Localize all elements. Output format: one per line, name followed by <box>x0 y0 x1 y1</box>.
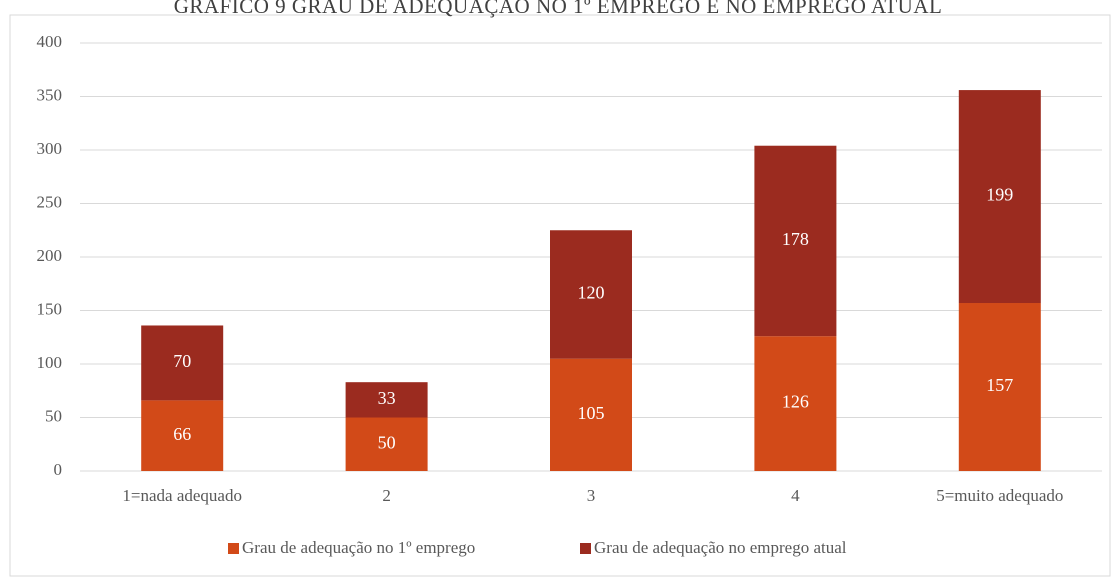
bar-segment <box>345 382 428 418</box>
chart-border <box>9 14 1111 577</box>
value-label: 66 <box>173 424 191 444</box>
legend-label: Grau de adequação no 1º emprego <box>242 538 475 557</box>
value-label: 105 <box>578 403 605 423</box>
bar-segment <box>550 230 632 359</box>
y-tick-label: 150 <box>37 299 63 318</box>
bar-segment <box>141 400 224 471</box>
value-label: 178 <box>782 229 809 249</box>
value-label: 50 <box>378 432 396 452</box>
x-tick-label: 4 <box>791 486 800 505</box>
value-label: 33 <box>378 388 396 408</box>
legend-swatch <box>580 543 591 554</box>
bar-segment <box>958 303 1041 471</box>
x-tick-label: 1=nada adequado <box>122 486 242 505</box>
x-tick-label: 2 <box>382 486 391 505</box>
value-label: 126 <box>782 392 809 412</box>
y-tick-label: 50 <box>45 406 62 425</box>
y-tick-label: 0 <box>54 460 63 479</box>
bar-segment <box>754 336 837 471</box>
legend-swatch <box>228 543 239 554</box>
y-tick-label: 400 <box>37 32 63 51</box>
y-tick-label: 350 <box>37 85 63 104</box>
bar-segment <box>141 325 224 401</box>
bar-segment <box>754 145 837 337</box>
y-tick-label: 100 <box>37 353 63 372</box>
x-tick-label: 3 <box>587 486 596 505</box>
value-label: 157 <box>986 375 1013 395</box>
bar-segment <box>345 417 428 471</box>
chart-title: GRÁFICO 9 GRAU DE ADEQUAÇÃO NO 1º EMPREG… <box>174 0 943 18</box>
value-label: 120 <box>578 283 605 303</box>
bar-segment <box>958 90 1041 304</box>
y-tick-label: 300 <box>37 139 63 158</box>
y-tick-label: 250 <box>37 192 63 211</box>
y-tick-label: 200 <box>37 246 63 265</box>
bar-segment <box>550 358 632 471</box>
x-tick-label: 5=muito adequado <box>936 486 1063 505</box>
legend-label: Grau de adequação no emprego atual <box>594 538 847 557</box>
value-label: 70 <box>173 351 191 371</box>
value-label: 199 <box>986 185 1013 205</box>
